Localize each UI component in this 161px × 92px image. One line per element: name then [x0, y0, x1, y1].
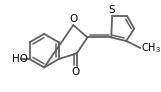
Text: HO: HO — [12, 54, 28, 64]
Text: O: O — [71, 67, 79, 77]
Text: S: S — [109, 5, 115, 15]
Text: O: O — [69, 14, 77, 24]
Text: CH$_3$: CH$_3$ — [141, 41, 161, 55]
